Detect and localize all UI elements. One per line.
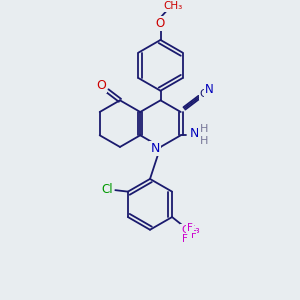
Text: N: N	[190, 127, 199, 140]
Text: O: O	[96, 79, 106, 92]
Text: N: N	[150, 142, 160, 155]
Text: C: C	[200, 89, 207, 99]
Text: CH₃: CH₃	[164, 1, 183, 11]
Text: H: H	[200, 124, 208, 134]
Text: F: F	[187, 223, 193, 232]
Text: O: O	[156, 17, 165, 30]
Text: CF₃: CF₃	[181, 225, 200, 235]
Text: H: H	[200, 136, 208, 146]
Text: F: F	[191, 230, 197, 240]
Text: N: N	[205, 83, 214, 96]
Text: F: F	[182, 234, 188, 244]
Text: Cl: Cl	[101, 183, 113, 196]
